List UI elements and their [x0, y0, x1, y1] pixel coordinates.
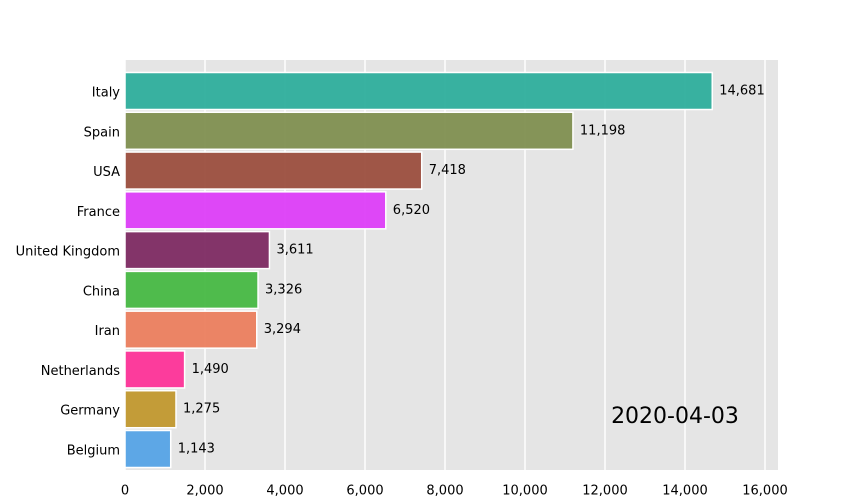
x-tick-label: 0 — [121, 484, 129, 499]
bar — [124, 230, 271, 270]
x-tick-label: 6,000 — [346, 484, 383, 499]
bar — [124, 111, 574, 151]
bar — [124, 71, 713, 111]
y-tick-label: Spain — [84, 125, 120, 140]
bar — [124, 429, 172, 469]
bar — [124, 350, 186, 389]
y-tick-label: Netherlands — [41, 364, 120, 379]
value-label: 3,294 — [264, 322, 301, 337]
bars — [124, 71, 713, 469]
value-label: 14,681 — [719, 84, 765, 99]
bar — [124, 310, 258, 349]
y-tick-label: Belgium — [67, 444, 120, 459]
bar — [124, 389, 177, 429]
x-tick-label: 8,000 — [426, 484, 463, 499]
y-tick-label: France — [77, 205, 120, 220]
y-tick-label: Germany — [60, 404, 120, 419]
x-tick-label: 2,000 — [186, 484, 223, 499]
y-tick-label: Italy — [92, 86, 121, 101]
value-label: 3,611 — [276, 243, 313, 258]
y-tick-label: Iran — [95, 324, 120, 339]
y-tick-label: United Kingdom — [16, 245, 120, 260]
x-tick-label: 12,000 — [582, 484, 628, 499]
x-tick-label: 16,000 — [742, 484, 788, 499]
y-tick-label: China — [83, 284, 120, 299]
x-tick-label: 10,000 — [502, 484, 548, 499]
value-label: 11,198 — [580, 123, 626, 138]
bar — [124, 191, 387, 230]
value-label: 6,520 — [393, 203, 430, 218]
value-label: 1,275 — [183, 402, 220, 417]
value-label: 1,490 — [192, 362, 229, 377]
x-tick-label: 4,000 — [266, 484, 303, 499]
x-tick-label: 14,000 — [662, 484, 708, 499]
y-tick-label: USA — [93, 165, 120, 180]
date-annotation: 2020-04-03 — [611, 404, 739, 429]
value-label: 3,326 — [265, 282, 302, 297]
bar — [124, 151, 423, 190]
bar — [124, 270, 259, 310]
value-label: 7,418 — [429, 163, 466, 178]
value-label: 1,143 — [178, 442, 215, 457]
